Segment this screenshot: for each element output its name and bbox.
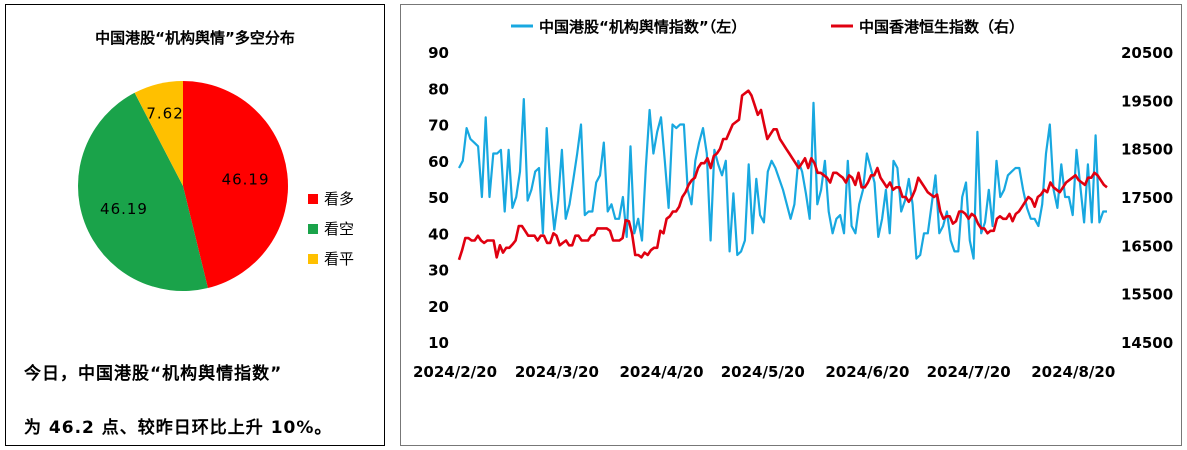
sentiment-index-line: [458, 97, 1107, 260]
y-left-tick-label: 90: [428, 44, 449, 62]
legend-label: 看平: [324, 250, 354, 268]
legend-swatch: [308, 194, 318, 204]
x-tick-label: 2024/7/20: [927, 363, 1011, 381]
x-tick-label: 2024/4/20: [619, 363, 703, 381]
y-left-tick-label: 70: [428, 117, 449, 135]
x-tick-label: 2024/8/20: [1031, 363, 1115, 381]
y-left-tick-label: 60: [428, 153, 449, 171]
y-left-tick-label: 80: [428, 80, 449, 98]
x-tick-label: 2024/2/20: [413, 363, 497, 381]
pie-slice-label: 46.19: [222, 170, 270, 188]
legend-swatch: [308, 254, 318, 264]
y-right-tick-label: 20500: [1121, 44, 1173, 62]
pie-slice: [183, 81, 289, 289]
y-right-tick-label: 16500: [1121, 237, 1173, 255]
x-tick-label: 2024/5/20: [721, 363, 805, 381]
summary-line-1: 今日，中国港股“机构舆情指数”: [24, 364, 283, 384]
pie-chart-panel: 中国港股“机构舆情”多空分布 46.19 46.19 7.62 看多看空看平 今日，中…: [5, 4, 385, 446]
y-left-tick-label: 50: [428, 189, 449, 207]
legend-swatch: [308, 224, 318, 234]
y-left-tick-label: 20: [428, 298, 449, 316]
y-left-tick-label: 10: [428, 334, 449, 352]
y-left-tick-label: 30: [428, 262, 449, 280]
y-right-tick-label: 19500: [1121, 92, 1173, 110]
line-chart-panel: 中国港股“机构舆情指数”（左） 中国香港恒生指数（右） 90 80 70 60 50 40 30…: [400, 4, 1182, 446]
y-right-tick-label: 14500: [1121, 334, 1173, 352]
pie-slice-label: 7.62: [146, 105, 183, 123]
y-left-tick-label: 40: [428, 225, 449, 243]
pie-chart-title: 中国港股“机构舆情”多空分布: [95, 29, 295, 47]
pie-slice-label: 46.19: [100, 200, 148, 218]
summary-line-2: 为 46.2 点、较昨日环比上升 10%。: [24, 418, 333, 438]
x-tick-label: 2024/6/20: [825, 363, 909, 381]
legend-label: 看空: [324, 220, 354, 238]
y-right-tick-label: 17500: [1121, 189, 1173, 207]
line-chart: 中国港股“机构舆情指数”（左） 中国香港恒生指数（右） 90 80 70 60 50 40 30…: [413, 18, 1173, 381]
pie-slice: [134, 81, 183, 186]
legend-label: 中国港股“机构舆情指数”（左）: [539, 18, 746, 36]
x-tick-label: 2024/3/20: [515, 363, 599, 381]
pie-slice: [77, 92, 208, 291]
legend-label: 中国香港恒生指数（右）: [859, 18, 1024, 36]
hang-seng-index-line: [457, 89, 1108, 261]
y-right-tick-label: 18500: [1121, 141, 1173, 159]
y-right-tick-label: 15500: [1121, 286, 1173, 304]
legend-label: 看多: [324, 190, 354, 208]
